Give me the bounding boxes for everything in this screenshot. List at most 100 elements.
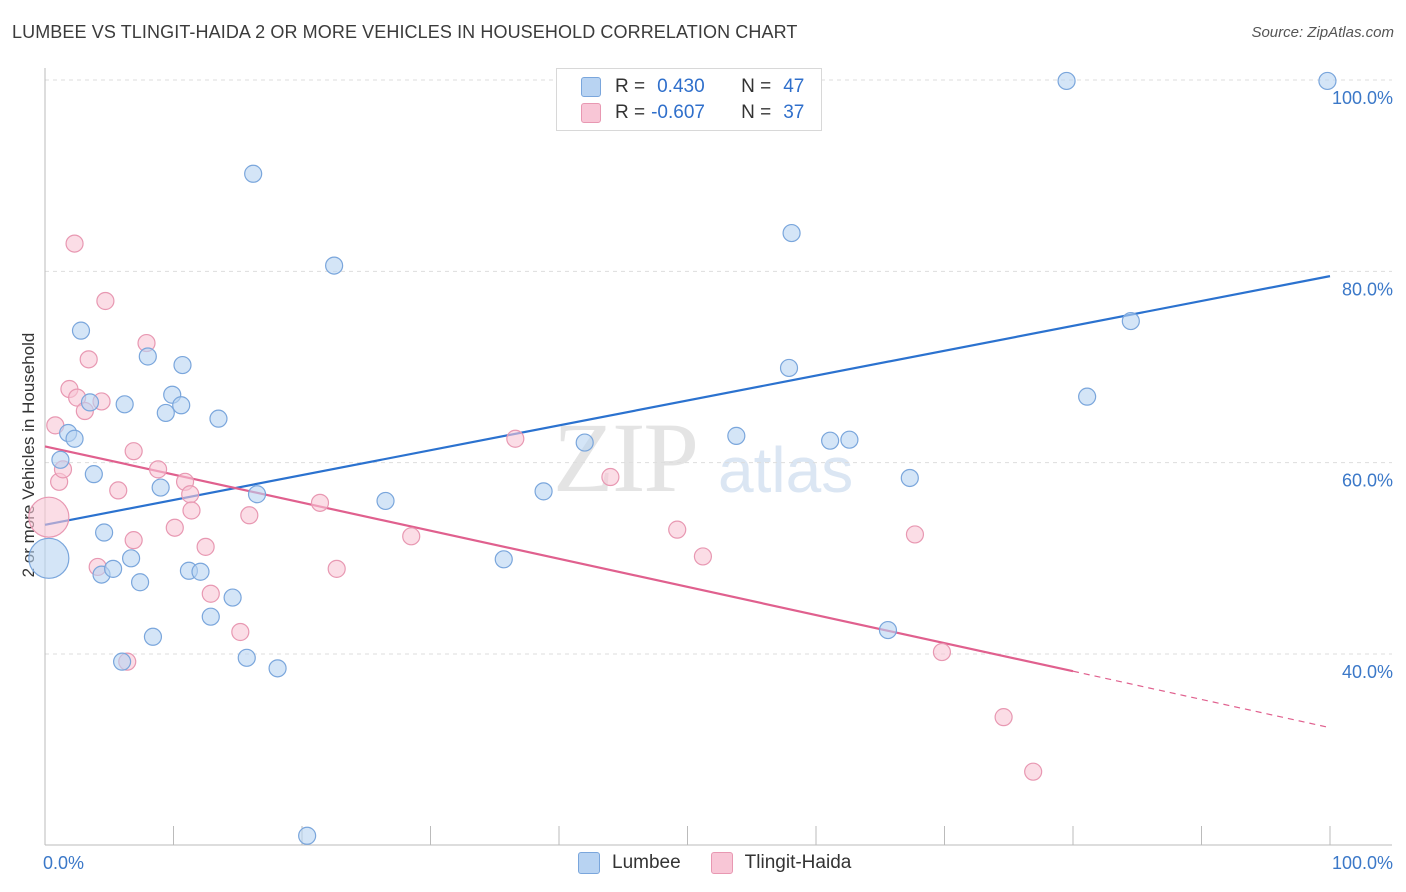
- point-lumbee: [840, 430, 859, 449]
- point-lumbee: [28, 537, 70, 579]
- point-tlingit: [65, 234, 84, 253]
- r-label: R =: [615, 102, 646, 123]
- correlation-legend: R = 0.430 N = 47 R = -0.607 N = 37: [556, 68, 822, 131]
- trend-line-tlingit-extrapolated: [1072, 670, 1331, 729]
- point-lumbee: [1078, 387, 1097, 406]
- y-tick-label: 80.0%: [1342, 279, 1393, 299]
- n-label: N =: [741, 102, 772, 123]
- point-tlingit: [181, 485, 200, 504]
- tick-labels: 40.0% 60.0% 80.0% 100.0% 0.0% 100.0%: [43, 88, 1393, 873]
- point-tlingit: [201, 584, 220, 603]
- point-tlingit: [124, 531, 143, 550]
- point-lumbee: [71, 321, 91, 340]
- point-lumbee: [1121, 311, 1140, 331]
- point-lumbee: [900, 468, 919, 488]
- point-lumbee: [223, 588, 242, 607]
- legend-label-tlingit: Tlingit-Haida: [744, 852, 852, 873]
- point-lumbee: [376, 491, 395, 511]
- point-lumbee: [112, 652, 132, 671]
- legend-row-lumbee: R = 0.430 N = 47: [581, 74, 804, 100]
- point-tlingit: [28, 496, 70, 538]
- n-value: 47: [783, 76, 805, 97]
- point-tlingit: [506, 429, 525, 448]
- legend-item-lumbee: Lumbee: [578, 852, 681, 874]
- x-tick-label: 0.0%: [43, 853, 84, 873]
- lumbee-swatch: [578, 852, 600, 874]
- tlingit-swatch: [581, 103, 601, 123]
- point-lumbee: [779, 358, 799, 378]
- point-lumbee: [534, 482, 553, 501]
- trend-lines: [44, 275, 1331, 729]
- point-tlingit: [148, 460, 168, 479]
- point-lumbee: [268, 659, 287, 678]
- point-lumbee: [727, 426, 746, 445]
- point-tlingit: [231, 622, 250, 642]
- point-lumbee: [878, 620, 898, 640]
- point-lumbee: [121, 549, 141, 568]
- point-lumbee: [209, 409, 228, 428]
- point-lumbee: [201, 607, 220, 626]
- point-tlingit: [310, 493, 330, 512]
- point-lumbee: [51, 450, 70, 469]
- n-label: N =: [741, 76, 772, 97]
- lumbee-swatch: [581, 77, 601, 97]
- point-tlingit: [668, 520, 687, 539]
- point-tlingit: [994, 708, 1013, 727]
- point-lumbee: [494, 550, 513, 569]
- point-lumbee: [156, 403, 175, 423]
- point-tlingit: [693, 547, 713, 566]
- point-tlingit: [240, 506, 259, 525]
- point-lumbee: [65, 429, 84, 448]
- point-lumbee: [298, 826, 317, 845]
- point-tlingit: [196, 537, 215, 556]
- point-tlingit: [96, 291, 115, 311]
- watermark-zip: ZIP: [553, 402, 699, 513]
- chart-title: LUMBEE VS TLINGIT-HAIDA 2 OR MORE VEHICL…: [12, 22, 798, 42]
- point-lumbee: [80, 393, 100, 412]
- point-lumbee: [84, 465, 103, 484]
- r-value: 0.430: [657, 76, 705, 97]
- point-lumbee: [173, 355, 192, 375]
- n-value: 37: [783, 102, 805, 123]
- point-tlingit: [402, 527, 421, 546]
- y-tick-label: 100.0%: [1332, 88, 1393, 108]
- point-lumbee: [1057, 71, 1076, 91]
- point-lumbee: [244, 164, 263, 183]
- point-tlingit: [327, 559, 346, 578]
- point-lumbee: [237, 648, 256, 667]
- point-lumbee: [1318, 71, 1337, 91]
- point-tlingit: [165, 518, 184, 537]
- y-tick-label: 40.0%: [1342, 662, 1393, 682]
- legend-row-tlingit: R = -0.607 N = 37: [581, 100, 804, 126]
- point-lumbee: [151, 478, 170, 497]
- point-tlingit: [932, 642, 952, 662]
- point-lumbee: [115, 395, 134, 414]
- point-lumbee: [104, 559, 123, 578]
- point-lumbee: [143, 627, 163, 646]
- y-tick-label: 60.0%: [1342, 471, 1393, 491]
- legend-label-lumbee: Lumbee: [612, 852, 681, 873]
- tlingit-swatch: [710, 852, 733, 874]
- series-legend: Lumbee Tlingit-Haida: [578, 852, 881, 874]
- point-tlingit: [601, 467, 620, 487]
- r-label: R =: [615, 76, 646, 97]
- point-lumbee: [325, 256, 344, 275]
- legend-item-tlingit: Tlingit-Haida: [710, 852, 852, 874]
- grid-lines: [45, 79, 1392, 655]
- point-lumbee: [138, 347, 157, 366]
- point-tlingit: [1024, 762, 1043, 781]
- axes: [44, 68, 1392, 846]
- point-tlingit: [109, 481, 128, 500]
- point-tlingit: [124, 442, 143, 461]
- point-lumbee: [130, 573, 150, 592]
- point-lumbee: [247, 485, 267, 504]
- r-value: -0.607: [651, 102, 705, 123]
- point-lumbee: [821, 431, 840, 450]
- point-lumbee: [95, 523, 114, 542]
- trend-line-lumbee: [44, 275, 1331, 526]
- x-tick-label: 100.0%: [1332, 853, 1393, 873]
- source-credit: Source: ZipAtlas.com: [1251, 24, 1394, 41]
- point-lumbee: [191, 562, 210, 581]
- point-lumbee: [172, 396, 191, 415]
